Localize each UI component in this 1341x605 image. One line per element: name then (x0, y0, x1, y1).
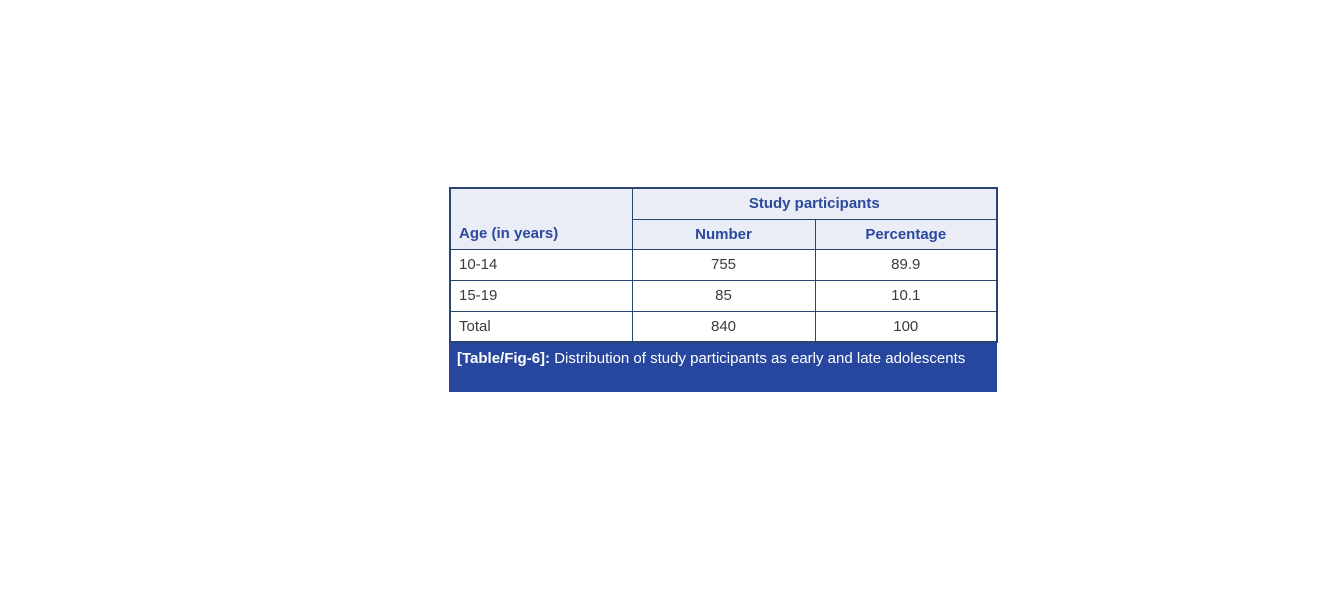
cell-age-total: Total (449, 310, 633, 343)
cell-percentage: 100 (814, 310, 998, 343)
figure-caption: [Table/Fig-6]: Distribution of study par… (449, 343, 997, 392)
cell-number: 85 (631, 279, 816, 312)
table-row: 10-14 755 89.9 (449, 248, 998, 281)
header-row-group: Age (in years) Study participants (449, 187, 998, 250)
caption-text: Distribution of study participants as ea… (554, 350, 966, 367)
cell-percentage: 10.1 (814, 279, 998, 312)
col-group-header-study-participants: Study participants (631, 187, 998, 220)
cell-number: 755 (631, 248, 816, 281)
table-row: 15-19 85 10.1 (449, 279, 998, 312)
study-participants-table: Age (in years) Study participants Number… (449, 187, 999, 343)
caption-label: [Table/Fig-6]: (457, 350, 551, 367)
cell-age-15-19: 15-19 (449, 279, 633, 312)
cell-age-10-14: 10-14 (449, 248, 633, 281)
header-row-sub: Number Percentage (450, 218, 998, 250)
col-header-number: Number (631, 218, 816, 250)
table-row-total: Total 840 100 (449, 310, 998, 343)
table-header: Age (in years) Study participants Number… (449, 187, 998, 250)
cell-number: 840 (631, 310, 816, 343)
cell-percentage: 89.9 (814, 248, 998, 281)
table-fig-6: Age (in years) Study participants Number… (449, 187, 999, 392)
col-header-age: Age (in years) (449, 187, 633, 250)
col-header-percentage: Percentage (814, 218, 998, 250)
table-body: 10-14 755 89.9 15-19 85 10.1 Total 840 1… (449, 248, 998, 343)
